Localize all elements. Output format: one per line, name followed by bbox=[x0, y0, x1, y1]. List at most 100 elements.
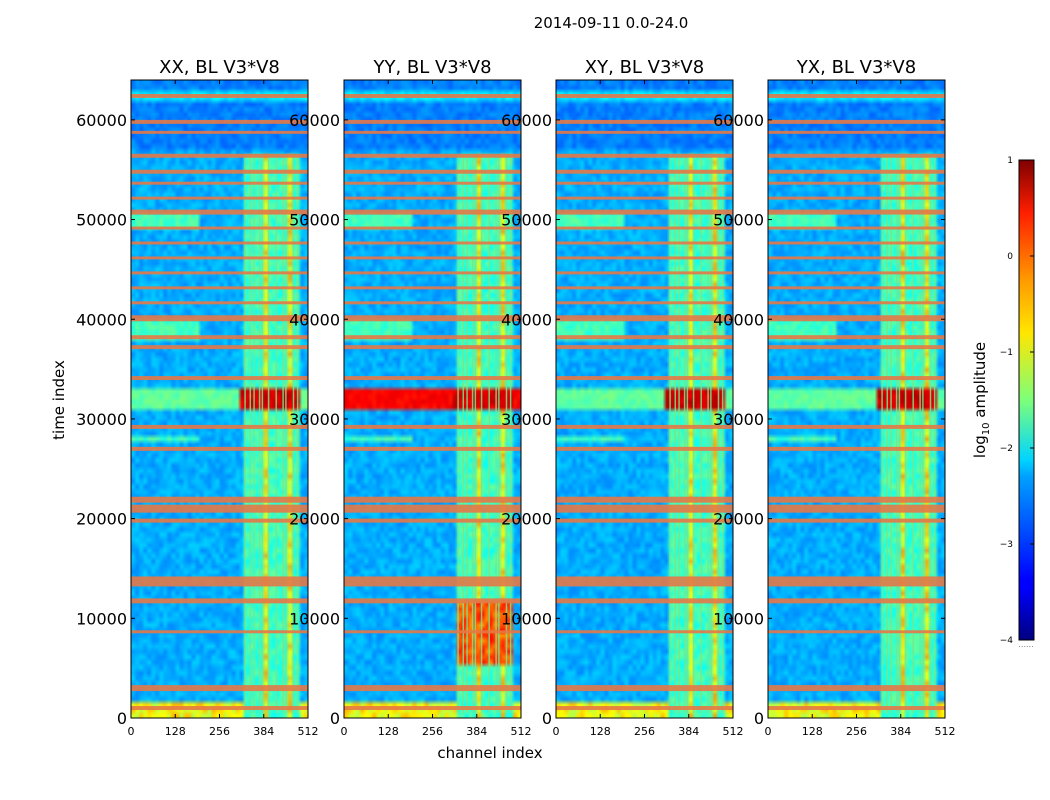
panel-2-flag-band-8 bbox=[556, 446, 733, 451]
panel-0-xtick-label-2: 256 bbox=[209, 725, 230, 738]
panel-1-flag-band-21 bbox=[344, 196, 521, 200]
panel-2-ytick-label-5: 50000 bbox=[501, 211, 552, 230]
panel-2-flag-band-18 bbox=[556, 241, 733, 245]
colorbar-gradient bbox=[1018, 159, 1035, 641]
panel-1-ytick-label-1: 10000 bbox=[289, 609, 340, 628]
panel-0-ytick-label-5: 50000 bbox=[76, 211, 127, 230]
panel-0-flag-band-13 bbox=[131, 315, 308, 322]
panel-3-flag-band-19 bbox=[768, 226, 945, 230]
panel-0-flag-band-2 bbox=[131, 630, 308, 634]
panel-3-xtick-label-4: 512 bbox=[935, 725, 956, 738]
panel-0-ytick-label-0: 0 bbox=[117, 709, 127, 728]
panel-2-flag-band-24 bbox=[556, 153, 733, 158]
panel-3-ytick-label-4: 40000 bbox=[713, 310, 764, 329]
panel-0-flag-band-16 bbox=[131, 271, 308, 275]
panel-3-flag-band-24 bbox=[768, 153, 945, 158]
panel-0-flag-band-8 bbox=[131, 446, 308, 451]
panel-2-flag-band-27 bbox=[556, 93, 733, 98]
panel-2-flag-band-11 bbox=[556, 345, 733, 350]
panel-1-flag-band-20 bbox=[344, 209, 521, 215]
panel-0-flag-band-5 bbox=[131, 518, 308, 523]
panel-1-flag-band-13 bbox=[344, 315, 521, 322]
panel-0-xtick-label-3: 384 bbox=[253, 725, 274, 738]
panel-0-flag-band-24 bbox=[131, 153, 308, 158]
panel-1-flag-band-14 bbox=[344, 301, 521, 305]
panel-2-flag-band-14 bbox=[556, 301, 733, 305]
panel-2-flag-band-6 bbox=[556, 504, 733, 513]
panel-3-flag-band-11 bbox=[768, 345, 945, 350]
panel-3-title: YX, BL V3*V8 bbox=[796, 57, 916, 78]
figure-suptitle: 2014-09-11 0.0-24.0 bbox=[534, 14, 689, 32]
panel-1-flag-band-23 bbox=[344, 169, 521, 174]
panel-1: YY, BL V3*V8 0 128 256 384 512 0 10000 20000 3000… bbox=[289, 57, 531, 738]
panel-2-flag-band-5 bbox=[556, 518, 733, 523]
colorbar-tick-label-1: 0 bbox=[1007, 252, 1013, 262]
panel-1-flag-band-27 bbox=[344, 93, 521, 98]
panel-0-ytick-label-1: 10000 bbox=[76, 609, 127, 628]
panel-1-flag-band-26 bbox=[344, 119, 521, 124]
panel-0-ytick-label-3: 30000 bbox=[76, 410, 127, 429]
panel-1-flag-band-18 bbox=[344, 241, 521, 245]
panel-1-flag-band-22 bbox=[344, 181, 521, 185]
panel-3-flag-band-7 bbox=[768, 496, 945, 503]
panel-2-title: XY, BL V3*V8 bbox=[585, 57, 704, 78]
panel-2-ytick-label-2: 20000 bbox=[501, 510, 552, 529]
panel-0-flag-band-10 bbox=[131, 376, 308, 381]
panel-3-flag-band-0 bbox=[768, 706, 945, 711]
panel-3-ytick-label-1: 10000 bbox=[713, 609, 764, 628]
panel-1-xtick-label-0: 0 bbox=[341, 725, 348, 738]
panel-3-xtick-label-2: 256 bbox=[846, 725, 867, 738]
panel-2-xtick-label-2: 256 bbox=[634, 725, 655, 738]
panel-0-ytick-label-2: 20000 bbox=[76, 510, 127, 529]
panel-0-flag-band-9 bbox=[131, 424, 308, 429]
panel-0-flag-band-7 bbox=[131, 496, 308, 503]
panel-0-flag-band-0 bbox=[131, 706, 308, 711]
panel-2-flag-band-16 bbox=[556, 271, 733, 275]
colorbar-tick-label-5: −4 bbox=[1000, 636, 1014, 646]
panel-1-ytick-label-0: 0 bbox=[330, 709, 340, 728]
colorbar: 1 0 −1 −2 −3 −4 log10 amplitude ...... bbox=[971, 156, 1035, 649]
panel-3-xtick-label-1: 128 bbox=[802, 725, 823, 738]
panel-3-flag-band-22 bbox=[768, 181, 945, 185]
x-axis-label: channel index bbox=[437, 744, 542, 762]
panel-1-flag-band-24 bbox=[344, 153, 521, 158]
panel-1-ytick-label-5: 50000 bbox=[289, 211, 340, 230]
panel-2-flag-band-26 bbox=[556, 119, 733, 124]
panel-3: YX, BL V3*V8 0 128 256 384 512 0 10000 20000 3000… bbox=[713, 57, 955, 738]
colorbar-ticks: 1 0 −1 −2 −3 −4 bbox=[1000, 156, 1034, 646]
panel-2-flag-band-7 bbox=[556, 496, 733, 503]
panel-3-flag-band-8 bbox=[768, 446, 945, 451]
panel-2-flag-band-0 bbox=[556, 706, 733, 711]
panel-2-heatmap bbox=[556, 80, 733, 718]
panel-1-flag-band-11 bbox=[344, 345, 521, 350]
panel-1-flag-band-17 bbox=[344, 256, 521, 260]
panel-3-flag-band-5 bbox=[768, 518, 945, 523]
panel-2-flag-band-23 bbox=[556, 169, 733, 174]
panel-0-xtick-label-4: 512 bbox=[298, 725, 319, 738]
panel-2-ytick-label-6: 60000 bbox=[501, 111, 552, 130]
panel-2-flag-band-20 bbox=[556, 209, 733, 215]
panel-1-xtick-label-1: 128 bbox=[378, 725, 399, 738]
panel-2-xtick-label-1: 128 bbox=[590, 725, 611, 738]
panel-2-ytick-label-1: 10000 bbox=[501, 609, 552, 628]
panel-3-ytick-label-2: 20000 bbox=[713, 510, 764, 529]
panel-2-flag-band-13 bbox=[556, 315, 733, 322]
panel-3-flag-band-2 bbox=[768, 630, 945, 634]
panel-3-heatmap bbox=[768, 80, 945, 718]
panel-3-flag-band-1 bbox=[768, 685, 945, 692]
panel-3-flag-band-27 bbox=[768, 93, 945, 98]
panel-1-flag-band-2 bbox=[344, 630, 521, 634]
panel-2-flag-band-10 bbox=[556, 376, 733, 381]
panel-0-flag-band-3 bbox=[131, 598, 308, 604]
panel-1-flag-band-12 bbox=[344, 335, 521, 340]
panel-2-flag-band-3 bbox=[556, 598, 733, 604]
panel-2-ytick-label-0: 0 bbox=[542, 709, 552, 728]
panel-2-ytick-label-3: 30000 bbox=[501, 410, 552, 429]
panel-3-flag-band-18 bbox=[768, 241, 945, 245]
panel-2-flag-band-9 bbox=[556, 424, 733, 429]
panel-3-flag-band-16 bbox=[768, 271, 945, 275]
panel-0-flag-band-6 bbox=[131, 504, 308, 513]
panel-2-flag-band-12 bbox=[556, 335, 733, 340]
panels: XX, BL V3*V8 0 128 256 384 512 0 10000 20000 3000… bbox=[76, 57, 955, 738]
panel-1-flag-band-16 bbox=[344, 271, 521, 275]
